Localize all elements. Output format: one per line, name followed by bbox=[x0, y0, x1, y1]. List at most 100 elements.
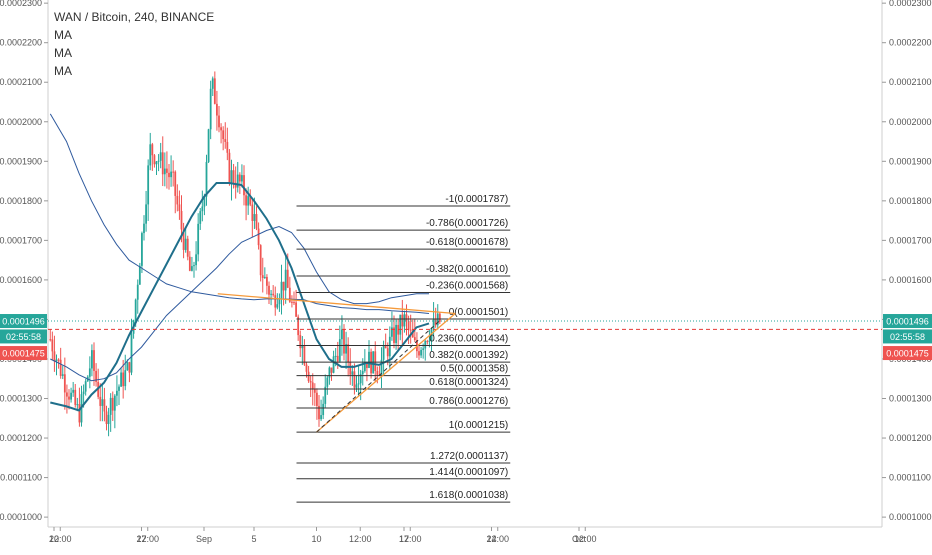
fib-level-label: -1(0.0001787) bbox=[445, 194, 508, 205]
candle-body bbox=[326, 377, 329, 387]
candle-body bbox=[170, 171, 172, 178]
fibonacci-levels: -1(0.0001787) -0.786(0.0001726) -0.618(0.0… bbox=[296, 194, 511, 503]
fib-level-label: 0.786(0.0001276) bbox=[429, 396, 508, 407]
candle-body bbox=[368, 351, 370, 368]
candle-body bbox=[153, 155, 156, 165]
candle-body bbox=[230, 170, 233, 184]
candle-body bbox=[172, 171, 175, 173]
candle-body bbox=[238, 174, 241, 182]
fib-level-label: 0.382(0.0001392) bbox=[429, 350, 508, 361]
candle-body bbox=[366, 364, 368, 368]
candle-body bbox=[305, 364, 308, 372]
price-label-right: 0.0001496 bbox=[886, 317, 929, 327]
candle-body bbox=[232, 170, 235, 183]
candle-body bbox=[138, 265, 141, 285]
candle-body bbox=[303, 345, 306, 365]
candle-body bbox=[182, 229, 185, 250]
moving-averages bbox=[49, 113, 430, 412]
y-tick-label-left: 0.0002100 bbox=[0, 77, 42, 87]
candle-body bbox=[211, 78, 214, 89]
candle-body bbox=[301, 345, 304, 349]
candle-body bbox=[313, 389, 316, 393]
y-tick-label-right: 0.0001700 bbox=[889, 235, 932, 245]
candle-body bbox=[120, 372, 122, 387]
candle-body bbox=[184, 238, 187, 250]
candle-body bbox=[116, 390, 118, 396]
y-tick-label-right: 0.0001100 bbox=[889, 473, 931, 483]
y-tick-label-right: 0.0002100 bbox=[889, 77, 932, 87]
triangle-lower-line bbox=[316, 313, 456, 433]
y-tick-label-right: 0.0001800 bbox=[889, 196, 932, 206]
x-tick-label: Sep bbox=[196, 534, 212, 544]
candle-body bbox=[282, 281, 285, 291]
fib-level-label: 1.414(0.0001097) bbox=[429, 467, 508, 478]
candle-body bbox=[291, 301, 293, 303]
y-tick-label-left: 0.0001300 bbox=[0, 394, 42, 404]
candle-body bbox=[224, 139, 227, 142]
price-label-right: 02:55:58 bbox=[890, 332, 925, 342]
candle-body bbox=[151, 144, 154, 156]
candle-body bbox=[361, 371, 364, 375]
candle-body bbox=[253, 214, 256, 221]
legend-ma-2[interactable]: MA bbox=[54, 46, 72, 60]
candle-body bbox=[266, 276, 268, 286]
y-tick-label-left: 0.0002300 bbox=[0, 0, 42, 8]
candle-body bbox=[68, 396, 70, 400]
candle-body bbox=[353, 371, 356, 388]
candle-body bbox=[201, 206, 204, 212]
price-label-left: 0.0001496 bbox=[2, 317, 45, 327]
candle-body bbox=[109, 397, 112, 415]
candle-body bbox=[409, 329, 412, 331]
candle-body bbox=[197, 223, 200, 255]
candle-body bbox=[245, 195, 247, 206]
legend-ma-1[interactable]: MA bbox=[54, 28, 72, 42]
candle-body bbox=[222, 130, 225, 140]
candle-body bbox=[234, 182, 237, 188]
price-label-right: 0.0001475 bbox=[886, 349, 929, 359]
candle-body bbox=[384, 346, 387, 349]
ma-mid-line bbox=[50, 225, 429, 382]
candle-body bbox=[122, 372, 125, 387]
candle-body bbox=[180, 210, 183, 230]
candle-body bbox=[207, 129, 210, 162]
price-label-box-left bbox=[0, 314, 47, 329]
x-tick-label: 17 bbox=[399, 534, 409, 544]
candle-body bbox=[53, 351, 56, 362]
candle-body bbox=[280, 281, 283, 299]
triangle-upper-line bbox=[217, 293, 456, 315]
candle-body bbox=[74, 389, 77, 405]
candle-body bbox=[411, 330, 414, 338]
fib-level-label: 1.272(0.0001137) bbox=[430, 451, 508, 462]
y-tick-label-right: 0.0002300 bbox=[889, 0, 932, 8]
candle-body bbox=[259, 245, 262, 276]
candle-body bbox=[193, 265, 195, 267]
candle-body bbox=[186, 238, 189, 257]
candle-body bbox=[438, 313, 441, 322]
candle-body bbox=[268, 285, 270, 295]
candle-body bbox=[49, 339, 52, 341]
candle-body bbox=[216, 103, 218, 116]
candle-body bbox=[307, 371, 310, 382]
candle-body bbox=[263, 276, 266, 279]
candle-body bbox=[157, 160, 160, 162]
candle-body bbox=[426, 341, 429, 343]
candle-body bbox=[288, 287, 291, 302]
y-tick-label-right: 0.0002200 bbox=[889, 38, 932, 48]
x-tick-label: 10 bbox=[311, 534, 321, 544]
candle-body bbox=[391, 327, 393, 337]
fib-level-label: 1(0.0001215) bbox=[449, 420, 509, 431]
candle-body bbox=[205, 161, 208, 197]
y-tick-label-left: 0.0001000 bbox=[0, 512, 42, 522]
candle-body bbox=[357, 383, 360, 385]
candle-body bbox=[118, 386, 120, 391]
y-tick-label-left: 0.0001700 bbox=[0, 235, 42, 245]
price-label-box-right bbox=[883, 329, 932, 344]
ma-slow-line bbox=[49, 113, 430, 314]
candle-body bbox=[351, 371, 354, 375]
legend-ma-3[interactable]: MA bbox=[54, 64, 72, 78]
candle-body bbox=[284, 269, 287, 291]
candle-body bbox=[136, 284, 139, 300]
